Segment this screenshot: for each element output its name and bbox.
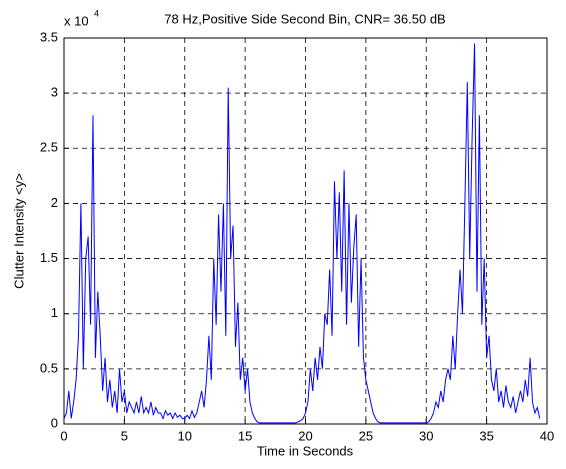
x-tick-label: 35 [479,428,493,443]
x-tick-label: 10 [178,428,192,443]
x-tick-label: 0 [60,428,67,443]
y-tick-label: 1.5 [40,250,58,265]
x-axis-label: Time in Seconds [257,443,354,458]
y-tick-label: 1 [51,305,58,320]
data-line [63,43,541,424]
x-tick-label: 25 [359,428,373,443]
y-tick-label: 3 [51,85,58,100]
y-axis-label: Clutter Intensity <y> [11,173,26,289]
chart-title: 78 Hz,Positive Side Second Bin, CNR= 36.… [164,11,445,26]
plot-frame [63,37,548,425]
x-tick-label: 15 [238,428,252,443]
x-tick-label: 5 [121,428,128,443]
x-tick-label: 20 [298,428,312,443]
y-tick-label: 2 [51,195,58,210]
y-tick-label: 3.5 [40,29,58,44]
y-tick-label: 2.5 [40,140,58,155]
y-tick-label: 0 [51,415,58,430]
y-exponent: 4 [94,8,99,18]
x-tick-label: 40 [540,428,554,443]
x-tick-label: 30 [419,428,433,443]
y-exponent-base: x 10 [64,13,89,28]
y-tick-label: 0.5 [40,360,58,375]
